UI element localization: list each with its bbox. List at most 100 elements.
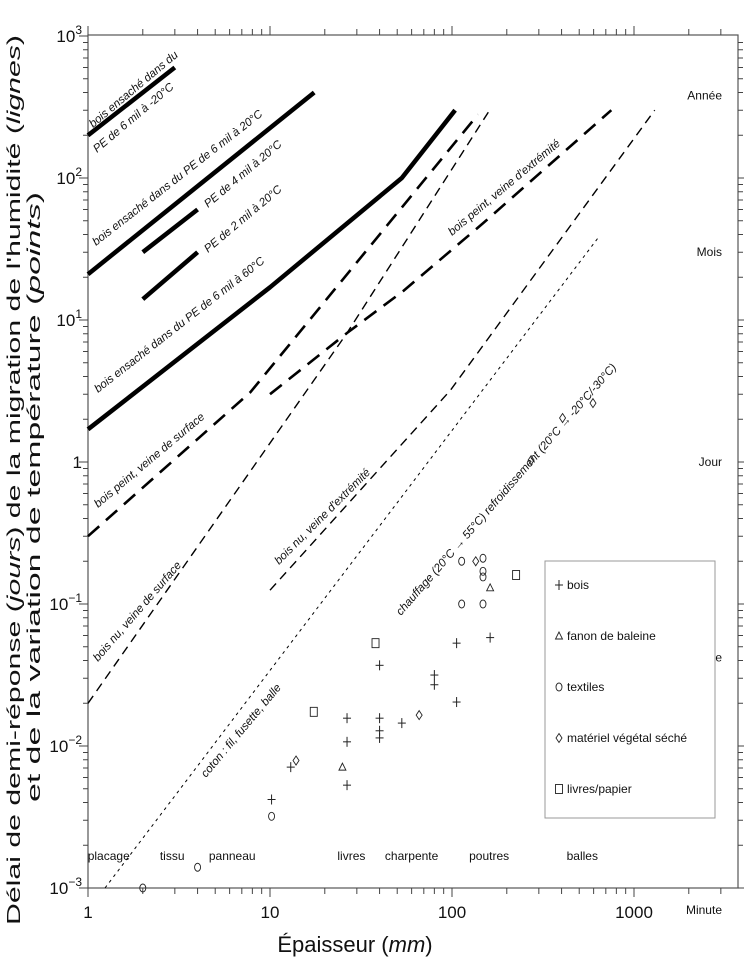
xlabel-seg: mm	[389, 932, 426, 957]
point-plus	[375, 732, 384, 743]
y-tick-label: 102	[56, 165, 82, 188]
point-diamond	[527, 454, 535, 466]
legend-box	[544, 560, 716, 819]
trend-line-5	[87, 113, 480, 538]
y-tick-base: 10	[56, 27, 75, 46]
ylabel-seg: )	[4, 35, 24, 45]
point-plus	[397, 718, 406, 729]
y-tick-base: 1	[73, 453, 82, 472]
y-tick-label: 10−1	[49, 591, 82, 614]
thickness-category-label: balles	[567, 849, 598, 863]
point-triangle	[338, 762, 347, 771]
trend-line-9	[104, 237, 599, 889]
y-tick-base: 10	[56, 169, 75, 188]
point-plus	[452, 638, 461, 649]
point-plus	[343, 713, 352, 724]
legend-item: livres/papier	[555, 782, 632, 796]
category-labels: AnnéeMoisJourHeureMinuteplacagetissupann…	[88, 89, 723, 917]
thickness-category-label: livres	[337, 849, 365, 863]
y-tick-exponent: −1	[68, 591, 82, 605]
legend-label: matériel végétal séché	[567, 731, 687, 745]
thickness-category-label: placage	[88, 849, 130, 863]
thickness-category-label: tissu	[160, 849, 185, 863]
legend-marker-triangle	[554, 630, 564, 640]
y-tick-label: 10−2	[49, 733, 82, 756]
x-tick-label: 100	[438, 903, 466, 922]
point-circle	[479, 572, 487, 582]
point-diamond	[415, 709, 423, 721]
point-plus	[343, 736, 352, 747]
point-circle	[194, 862, 202, 872]
legend-marker-circle	[555, 682, 563, 692]
legend-label: bois	[567, 578, 589, 592]
trend-line-3	[141, 250, 200, 301]
line-annotation: bois nu, veine de surface	[91, 560, 184, 664]
legend-item: textiles	[555, 680, 604, 694]
y-tick-label: 1	[73, 453, 82, 472]
line-annotation: bois peint, veine d'extrémité	[446, 138, 563, 239]
point-diamond	[292, 755, 300, 766]
time-scale-label: Mois	[697, 245, 722, 259]
trend-line-8	[269, 109, 656, 591]
point-triangle	[485, 582, 495, 592]
legend-item: bois	[555, 578, 589, 592]
y-tick-label: 10−3	[49, 875, 82, 898]
trend-line-1	[86, 90, 316, 276]
point-plus	[430, 670, 439, 681]
xlabel-seg: )	[425, 932, 432, 957]
line-annotation: bois peint, veine de surface	[92, 411, 207, 510]
ylabel-seg: ) de la migration de l'humidité (	[4, 124, 24, 537]
y-axis-title-line2: et de la variation de température (point…	[24, 192, 44, 802]
point-plus	[267, 794, 276, 805]
ylabel-seg: jours	[4, 537, 24, 608]
x-tick-label: 1000	[615, 903, 653, 922]
legend-label: livres/papier	[567, 782, 632, 796]
point-circle	[458, 599, 466, 609]
time-scale-label: Jour	[699, 455, 722, 469]
point-square	[512, 570, 521, 580]
ylabel-seg: points	[24, 203, 44, 295]
legend-marker-diamond	[555, 732, 563, 744]
point-diamond	[589, 397, 597, 409]
y-tick-label: 101	[56, 307, 82, 330]
point-circle	[139, 883, 147, 893]
x-tick-label: 10	[261, 903, 280, 922]
point-square	[371, 638, 380, 649]
ylabel-seg: lignes	[4, 45, 24, 124]
y-tick-exponent: −3	[68, 875, 82, 889]
legend-marker-square	[555, 784, 563, 794]
point-circle	[479, 599, 487, 609]
y-tick-exponent: 1	[75, 307, 82, 321]
trend-lines	[86, 65, 656, 889]
point-plus	[286, 762, 295, 773]
line-annotation: coton : fil, fusette, balle	[199, 682, 284, 780]
x-tick-label: 1	[83, 903, 92, 922]
time-scale-label: Minute	[686, 903, 722, 917]
x-axis-title: Épaisseur (mm)	[277, 932, 432, 957]
trend-line-7	[87, 109, 491, 704]
point-plus	[452, 697, 461, 708]
ylabel-seg: )	[24, 192, 44, 203]
y-tick-label: 103	[56, 23, 82, 46]
point-plus	[375, 713, 384, 724]
legend-item: matériel végétal séché	[555, 731, 687, 745]
point-circle	[479, 566, 487, 576]
time-scale-label: Année	[687, 89, 722, 103]
y-axis-title-line1: Délai de demi-réponse (jours) de la migr…	[4, 35, 24, 925]
point-diamond	[559, 412, 567, 424]
trend-line-6	[269, 109, 613, 396]
legend-label: fanon de baleine	[567, 629, 656, 643]
point-circle	[479, 553, 487, 563]
y-tick-base: 10	[49, 595, 68, 614]
point-circle	[458, 556, 466, 566]
data-points	[139, 397, 597, 893]
legend-marker-plus	[555, 580, 563, 590]
y-tick-exponent: 3	[75, 23, 82, 37]
legend: bois fanon de baleine textiles matériel vég…	[544, 560, 716, 819]
y-tick-base: 10	[49, 737, 68, 756]
trend-line-4	[86, 108, 457, 432]
y-tick-base: 10	[49, 879, 68, 898]
